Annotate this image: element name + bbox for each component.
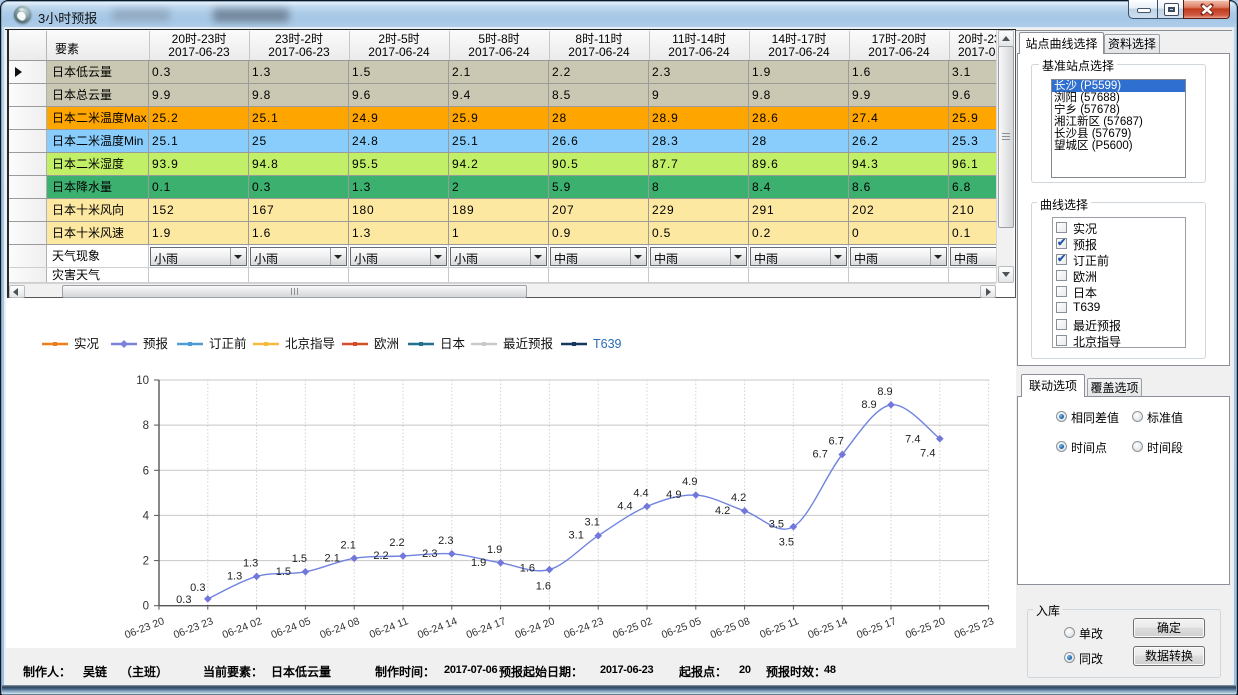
svg-text:1.9: 1.9 bbox=[471, 557, 486, 569]
svg-text:欧洲: 欧洲 bbox=[374, 337, 399, 351]
svg-text:2.1: 2.1 bbox=[341, 539, 356, 551]
svg-text:4.9: 4.9 bbox=[682, 476, 697, 488]
svg-text:6.7: 6.7 bbox=[829, 436, 844, 448]
svg-text:8: 8 bbox=[143, 420, 149, 432]
svg-text:3.5: 3.5 bbox=[769, 519, 784, 531]
svg-text:实况: 实况 bbox=[74, 336, 100, 351]
svg-text:订正前: 订正前 bbox=[209, 336, 247, 351]
svg-text:1.5: 1.5 bbox=[276, 566, 291, 578]
svg-text:2.2: 2.2 bbox=[373, 550, 388, 562]
svg-text:北京指导: 北京指导 bbox=[285, 336, 335, 351]
svg-text:4.9: 4.9 bbox=[666, 489, 681, 501]
svg-text:4.2: 4.2 bbox=[715, 505, 730, 517]
svg-text:最近预报: 最近预报 bbox=[503, 336, 554, 351]
svg-text:2.3: 2.3 bbox=[438, 535, 453, 547]
svg-text:1.5: 1.5 bbox=[292, 553, 307, 565]
svg-text:日本: 日本 bbox=[440, 337, 466, 351]
svg-text:0.3: 0.3 bbox=[176, 594, 191, 606]
svg-text:2.3: 2.3 bbox=[422, 548, 437, 560]
svg-text:1.9: 1.9 bbox=[487, 544, 502, 556]
svg-text:10: 10 bbox=[136, 375, 149, 387]
svg-text:8.9: 8.9 bbox=[861, 399, 876, 411]
svg-text:3.5: 3.5 bbox=[779, 537, 794, 549]
svg-text:1.3: 1.3 bbox=[243, 557, 258, 569]
svg-text:4.2: 4.2 bbox=[731, 492, 746, 504]
svg-text:7.4: 7.4 bbox=[905, 434, 920, 446]
svg-text:预报: 预报 bbox=[143, 336, 169, 351]
svg-text:2.2: 2.2 bbox=[389, 537, 404, 549]
svg-text:1.6: 1.6 bbox=[520, 563, 535, 575]
svg-text:1.3: 1.3 bbox=[227, 570, 242, 582]
svg-text:3.1: 3.1 bbox=[569, 530, 584, 542]
svg-text:7.4: 7.4 bbox=[920, 448, 935, 460]
svg-text:6.7: 6.7 bbox=[813, 449, 828, 461]
svg-text:0: 0 bbox=[143, 601, 149, 613]
svg-text:T639: T639 bbox=[593, 337, 622, 351]
svg-text:0.3: 0.3 bbox=[190, 582, 205, 594]
svg-text:6: 6 bbox=[143, 465, 149, 477]
svg-text:1.6: 1.6 bbox=[536, 581, 551, 593]
svg-text:2: 2 bbox=[143, 556, 149, 568]
svg-text:8.9: 8.9 bbox=[877, 386, 892, 398]
svg-text:4.4: 4.4 bbox=[617, 500, 632, 512]
svg-text:4: 4 bbox=[143, 510, 150, 522]
svg-text:2.1: 2.1 bbox=[325, 552, 340, 564]
svg-text:4.4: 4.4 bbox=[633, 487, 648, 499]
svg-text:3.1: 3.1 bbox=[585, 517, 600, 529]
